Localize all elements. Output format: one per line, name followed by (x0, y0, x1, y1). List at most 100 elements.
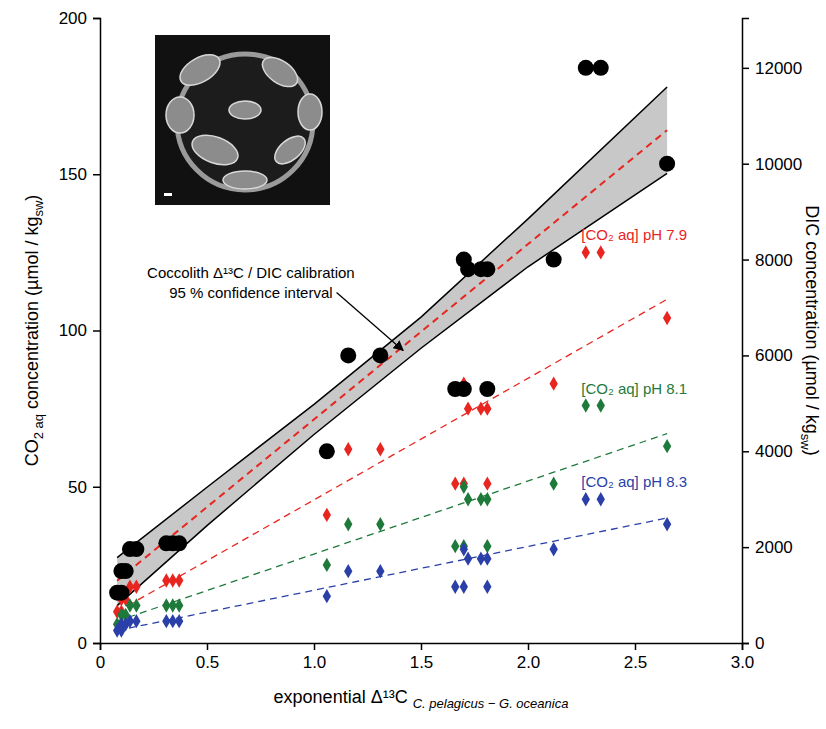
data-point (593, 60, 609, 76)
data-point (578, 60, 594, 76)
tick: 3.0 (731, 643, 755, 672)
inset-plate (166, 97, 194, 133)
data-point (319, 443, 335, 459)
series-points (113, 398, 671, 631)
data-point (451, 476, 459, 490)
tick-mark (314, 643, 316, 650)
tick-label: 12000 (755, 59, 802, 78)
tick: 0 (78, 634, 100, 653)
series-label: [CO₂ aq] pH 8.1 (581, 380, 687, 397)
data-point (132, 614, 140, 628)
data-point (550, 376, 558, 390)
x-axis: 0 0.5 1.0 1.5 2.0 2.5 3.0 (96, 643, 755, 672)
axis-line (743, 19, 750, 644)
tick-label: 0.5 (196, 653, 220, 672)
data-point (171, 535, 187, 551)
tick-mark (742, 547, 749, 549)
axis-title-part: DIC concentration (µmol / kg (802, 205, 822, 433)
series-points (113, 492, 671, 638)
data-point (460, 580, 468, 594)
tick-label: 1.0 (303, 653, 327, 672)
data-point (582, 492, 590, 506)
data-point (132, 598, 140, 612)
inset-plate (188, 130, 242, 171)
tick-label: 1.5 (410, 653, 434, 672)
data-point (597, 398, 605, 412)
data-point (483, 551, 491, 565)
data-point (132, 580, 140, 594)
tick: 1.5 (410, 643, 434, 672)
tick-mark (93, 487, 100, 489)
tick-label: 0 (96, 653, 105, 672)
series-points (113, 245, 671, 619)
inset-plate (175, 49, 225, 92)
axis-title-subscript: C. pelagicus − G. oceanica (413, 696, 569, 711)
data-point (659, 156, 675, 172)
inset-image (155, 35, 330, 205)
data-point (344, 564, 352, 578)
data-point (479, 381, 495, 397)
data-point (118, 563, 134, 579)
inset-plate (229, 101, 261, 119)
data-point (464, 492, 472, 506)
inset-plate (298, 94, 322, 130)
data-point (451, 539, 459, 553)
data-point (323, 558, 331, 572)
tick-label: 100 (59, 321, 87, 340)
tick-mark (742, 163, 749, 165)
data-point (483, 580, 491, 594)
tick-label: 2.0 (517, 653, 541, 672)
tick-mark (742, 68, 749, 70)
tick: 2.5 (624, 643, 648, 672)
data-point (456, 381, 472, 397)
tick-label: 4000 (755, 442, 793, 461)
annotation-arrow (337, 293, 404, 351)
data-point (128, 541, 144, 557)
inset-plate (270, 131, 310, 169)
data-point (483, 539, 491, 553)
data-point (550, 476, 558, 490)
data-point (340, 347, 356, 363)
tick-label: 10000 (755, 155, 802, 174)
data-point (663, 439, 671, 453)
tick-mark (635, 643, 637, 650)
data-point (372, 347, 388, 363)
tick: 6000 (742, 346, 793, 365)
data-point (175, 614, 183, 628)
tick-label: 150 (59, 165, 87, 184)
tick-mark (742, 451, 749, 453)
data-point (113, 585, 129, 601)
data-point (546, 252, 562, 268)
data-point (550, 542, 558, 556)
tick-label: 3.0 (731, 653, 755, 672)
inset-plate (257, 52, 302, 93)
chart-svg: 00.51.01.52.02.53.0050100150200020004000… (0, 0, 826, 729)
inset-plate (223, 171, 267, 189)
series-points (109, 60, 675, 601)
tick: 1.0 (303, 643, 327, 672)
axis-line (93, 19, 101, 644)
data-point (483, 476, 491, 490)
axis-title-part: 2 aq (31, 414, 46, 439)
tick: 12000 (742, 59, 802, 78)
fit-line (117, 434, 667, 622)
data-point (464, 551, 472, 565)
chart: 00.51.01.52.02.53.0050100150200020004000… (0, 0, 826, 729)
tick: 0 (96, 643, 105, 672)
data-point (344, 442, 352, 456)
annotation: Coccolith Δ¹³C / DIC calibration (147, 264, 355, 281)
data-point (582, 398, 590, 412)
tick: 4000 (742, 442, 793, 461)
fit-line (117, 518, 667, 631)
data-point (663, 517, 671, 531)
axis-title-part: ) (22, 195, 42, 201)
tick-mark (742, 355, 749, 357)
plot-area (109, 60, 675, 638)
axis-line (101, 644, 743, 651)
tick-mark (742, 643, 749, 645)
tick-label: 8000 (755, 251, 793, 270)
data-point (464, 401, 472, 415)
tick: 50 (68, 478, 100, 497)
data-point (376, 442, 384, 456)
fit-line (117, 130, 667, 581)
